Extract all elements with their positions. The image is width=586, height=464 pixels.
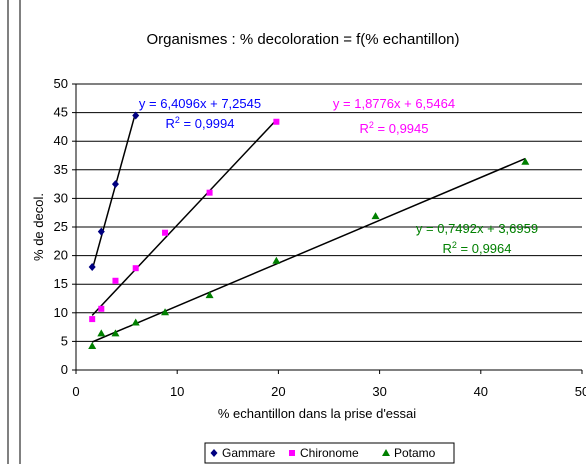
legend: Gammare Chironome Potamo — [204, 442, 455, 464]
legend-label-potamo: Potamo — [394, 446, 436, 460]
equation-chironome: y = 1,8776x + 6,5464 — [333, 96, 455, 111]
data-markers — [88, 111, 530, 349]
equation-gammare: y = 6,4096x + 7,2545 — [139, 96, 261, 111]
chironome-point — [89, 316, 96, 323]
potamo-point — [205, 291, 214, 299]
legend-label-gammare: Gammare — [222, 446, 276, 460]
x-tick-label: 50 — [575, 384, 586, 399]
x-tick-label: 10 — [170, 384, 184, 399]
chironome-point — [112, 277, 119, 284]
y-tick-label: 35 — [54, 162, 68, 177]
trendline-gammare — [91, 111, 137, 271]
x-tick-label: 30 — [372, 384, 386, 399]
y-tick-label: 40 — [54, 133, 68, 148]
potamo-point — [111, 329, 120, 337]
chironome-point — [98, 305, 105, 312]
chironome-point — [273, 118, 280, 125]
gammare-point — [97, 227, 105, 236]
grid — [76, 83, 582, 342]
chart-title: Organismes : % decoloration = f(% echant… — [146, 31, 459, 48]
legend-marker-chironome — [289, 450, 295, 456]
gammare-point — [88, 263, 96, 272]
trendline-chironome — [91, 119, 277, 316]
potamo-point — [161, 308, 170, 316]
y-tick-label: 0 — [61, 362, 68, 377]
y-tick-label: 20 — [54, 248, 68, 263]
r2-gammare: R2 = 0,9994 — [166, 115, 235, 131]
y-tick-label: 50 — [54, 76, 68, 91]
y-tick-label: 30 — [54, 190, 68, 205]
y-tick-label: 45 — [54, 105, 68, 120]
legend-marker-potamo — [382, 449, 390, 456]
potamo-point — [521, 157, 530, 165]
chironome-point — [162, 229, 169, 236]
legend-marker-gammare — [210, 449, 218, 457]
x-tick-label: 40 — [474, 384, 488, 399]
equation-potamo: y = 0,7492x + 3,6959 — [416, 221, 538, 236]
legend-label-chironome: Chironome — [300, 446, 359, 460]
y-tick-label: 15 — [54, 276, 68, 291]
y-tick-label: 5 — [61, 333, 68, 348]
y-tick-label: 25 — [54, 219, 68, 234]
gammare-point — [111, 180, 119, 189]
r2-chironome: R2 = 0,9945 — [360, 120, 429, 136]
x-axis-label: % echantillon dans la prise d'essai — [218, 406, 416, 421]
y-axis-label: % de decol. — [31, 193, 46, 261]
trendline-equations: y = 6,4096x + 7,2545 R2 = 0,9994 y = 1,877… — [139, 96, 538, 256]
potamo-point — [97, 329, 106, 337]
x-tick-label: 20 — [271, 384, 285, 399]
chironome-point — [132, 265, 139, 272]
y-tick-label: 10 — [54, 305, 68, 320]
potamo-point — [88, 341, 97, 349]
chironome-point — [206, 189, 213, 196]
gammare-point — [132, 111, 140, 120]
legend-box — [204, 442, 455, 464]
potamo-point — [131, 318, 140, 326]
potamo-point — [371, 212, 380, 220]
axes: 0 5 10 15 20 25 30 35 40 45 50 0 10 20 30 40 50 — [54, 76, 586, 399]
r2-potamo: R2 = 0,9964 — [443, 240, 512, 256]
potamo-point — [272, 256, 281, 264]
x-tick-label: 0 — [72, 384, 79, 399]
